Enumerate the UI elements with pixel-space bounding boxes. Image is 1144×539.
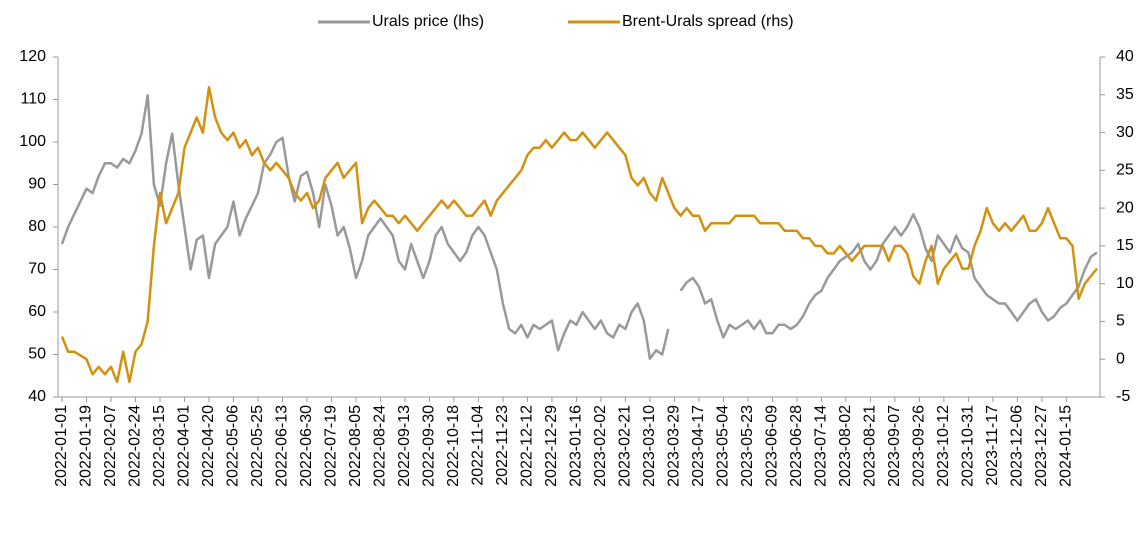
x-tick-label: 2022-01-19	[78, 405, 95, 487]
x-tick-label: 2023-10-31	[960, 405, 977, 487]
y2-tick-label: 5	[1116, 313, 1125, 330]
y2-tick-label: 0	[1116, 350, 1125, 367]
x-tick-label: 2023-08-02	[837, 405, 854, 487]
x-tick-label: 2023-05-23	[739, 405, 756, 487]
y-tick-label: 70	[28, 261, 46, 278]
legend-label: Urals price (lhs)	[372, 13, 484, 30]
x-tick-label: 2023-06-28	[788, 405, 805, 487]
x-tick-label: 2023-02-02	[592, 405, 609, 487]
x-tick-label: 2023-01-16	[568, 405, 585, 487]
y-tick-label: 120	[19, 48, 46, 65]
x-tick-label: 2023-12-06	[1009, 405, 1026, 487]
x-tick-label: 2023-03-29	[666, 405, 683, 487]
x-tick-label: 2023-08-21	[862, 405, 879, 487]
x-tick-label: 2022-09-13	[396, 405, 413, 487]
series-line	[60, 94, 1098, 361]
x-tick-label: 2022-08-05	[347, 405, 364, 487]
y2-tick-label: 25	[1116, 162, 1134, 179]
x-tick-label: 2022-07-19	[323, 405, 340, 487]
x-tick-label: 2022-09-30	[421, 405, 438, 487]
x-tick-label: 2022-04-01	[176, 405, 193, 487]
x-tick-label: 2022-05-25	[249, 405, 266, 487]
y-tick-label: 40	[28, 388, 46, 405]
legend-label: Brent-Urals spread (rhs)	[622, 13, 794, 30]
y2-tick-label: 10	[1116, 275, 1134, 292]
y2-tick-label: 35	[1116, 86, 1134, 103]
x-tick-label: 2024-01-15	[1058, 405, 1075, 487]
x-tick-label: 2022-12-12	[519, 405, 536, 487]
series-line	[60, 85, 1098, 384]
y2-tick-label: -5	[1116, 388, 1130, 405]
x-tick-label: 2022-03-15	[151, 405, 168, 487]
x-tick-label: 2022-02-07	[102, 405, 119, 487]
y2-tick-label: 20	[1116, 199, 1134, 216]
x-tick-label: 2022-05-06	[225, 405, 242, 487]
y-tick-label: 110	[20, 91, 46, 108]
x-tick-label: 2022-04-20	[200, 405, 217, 487]
y-tick-label: 50	[28, 346, 46, 363]
x-tick-label: 2022-10-18	[445, 405, 462, 487]
x-tick-label: 2023-09-07	[886, 405, 903, 487]
x-tick-label: 2023-02-21	[617, 405, 634, 487]
x-tick-label: 2023-06-09	[764, 405, 781, 487]
x-tick-label: 2023-12-27	[1033, 405, 1050, 487]
x-tick-label: 2022-11-04	[470, 405, 487, 486]
x-tick-label: 2022-06-30	[298, 405, 315, 487]
y2-tick-label: 30	[1116, 124, 1134, 141]
y2-tick-label: 40	[1116, 48, 1134, 65]
x-tick-label: 2023-10-12	[935, 405, 952, 487]
y-tick-label: 80	[28, 218, 46, 235]
x-tick-label: 2023-05-04	[715, 405, 732, 487]
x-tick-label: 2022-12-29	[543, 405, 560, 487]
y-tick-label: 60	[28, 303, 46, 320]
y2-tick-label: 15	[1116, 237, 1134, 254]
x-tick-label: 2023-04-17	[690, 405, 707, 487]
x-tick-label: 2023-03-10	[641, 405, 658, 487]
x-tick-label: 2023-11-17	[984, 405, 1001, 486]
x-tick-label: 2022-06-13	[274, 405, 291, 487]
x-tick-label: 2022-11-23	[494, 405, 511, 486]
x-tick-label: 2023-09-26	[911, 405, 928, 487]
x-tick-label: 2023-07-14	[813, 405, 830, 487]
x-tick-label: 2022-08-24	[372, 405, 389, 487]
y-tick-label: 100	[19, 133, 46, 150]
x-tick-label: 2022-02-24	[127, 405, 144, 487]
y-tick-label: 90	[28, 176, 46, 193]
x-tick-label: 2022-01-01	[53, 405, 70, 487]
